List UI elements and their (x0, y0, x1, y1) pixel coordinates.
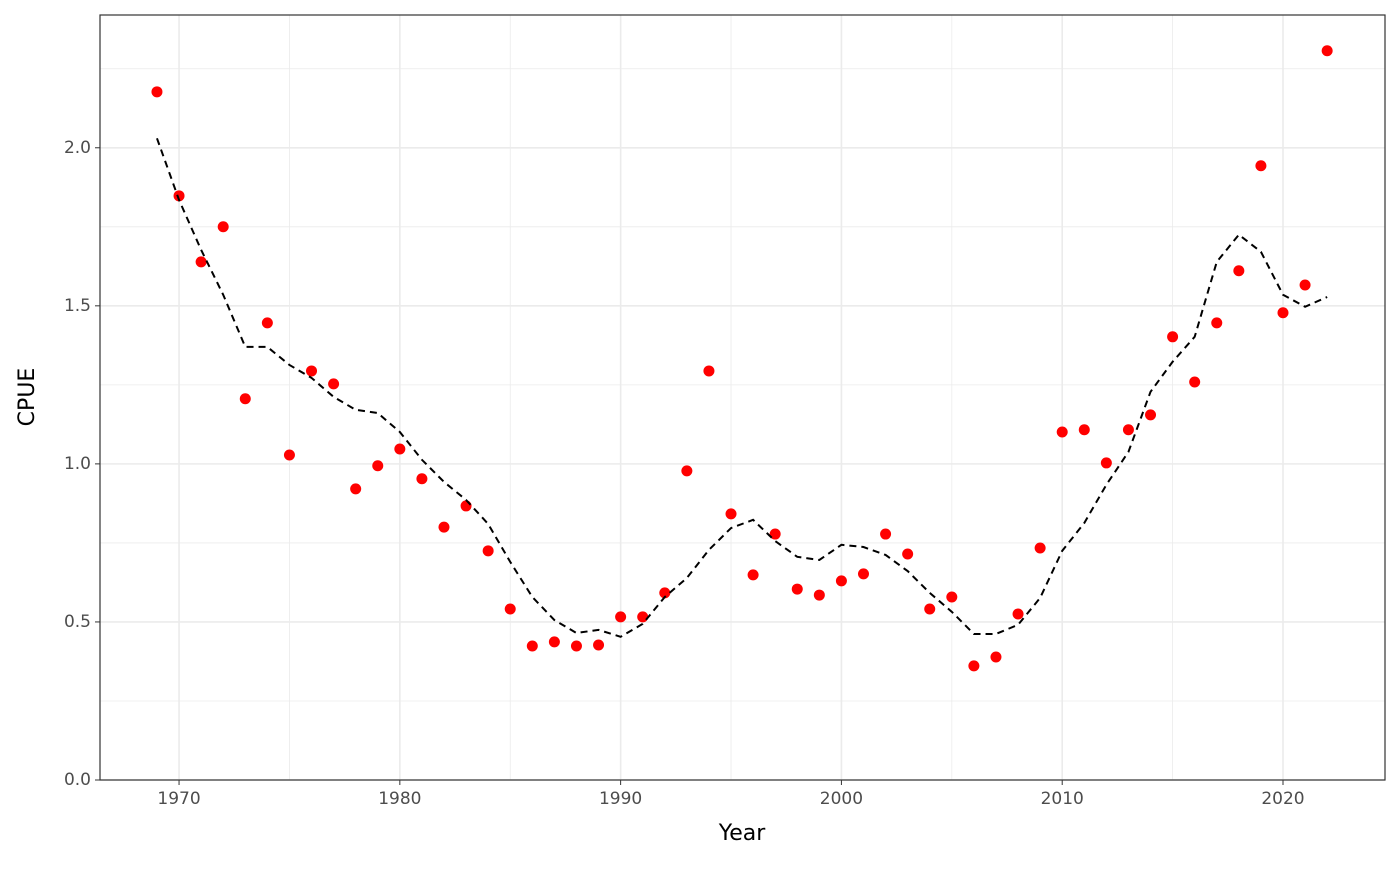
data-point (924, 603, 936, 615)
data-point (1211, 317, 1223, 329)
data-point (681, 465, 693, 477)
data-point (438, 521, 450, 533)
data-point (328, 378, 340, 390)
data-point (394, 443, 406, 455)
data-point (1145, 409, 1157, 421)
x-tick-label: 2000 (820, 789, 863, 809)
data-point (570, 640, 582, 652)
y-tick-label: 2.0 (64, 138, 91, 158)
data-point (261, 317, 273, 329)
data-point (857, 568, 869, 580)
data-point (990, 651, 1002, 663)
data-point (151, 86, 163, 98)
data-point (813, 589, 825, 601)
x-tick-label: 1980 (378, 789, 421, 809)
data-point (615, 611, 627, 623)
data-point (1189, 376, 1201, 388)
data-point (195, 256, 207, 268)
y-tick-label: 0.0 (64, 770, 91, 790)
data-point (791, 583, 803, 595)
x-tick-label: 1990 (599, 789, 642, 809)
y-tick-label: 1.5 (64, 296, 91, 316)
data-point (880, 528, 892, 540)
data-point (306, 365, 318, 377)
data-point (416, 473, 428, 485)
data-point (946, 591, 958, 603)
data-point (548, 636, 560, 648)
data-point (372, 460, 384, 472)
data-point (1122, 424, 1134, 436)
data-point (902, 548, 914, 560)
data-point (968, 660, 980, 672)
data-point (350, 483, 362, 495)
data-point (239, 393, 251, 405)
data-point (217, 221, 229, 233)
data-point (659, 587, 671, 599)
y-axis-title: CPUE (15, 368, 40, 427)
x-tick-label: 2010 (1041, 789, 1084, 809)
data-point (173, 190, 185, 202)
data-point (283, 449, 295, 461)
data-point (482, 545, 494, 557)
x-tick-label: 1970 (157, 789, 200, 809)
data-point (1233, 265, 1245, 277)
data-point (504, 603, 516, 615)
data-point (1299, 279, 1311, 291)
data-point (835, 575, 847, 587)
trend-line (156, 137, 1328, 638)
data-point (703, 365, 715, 377)
data-point (637, 611, 649, 623)
y-tick-label: 1.0 (64, 454, 91, 474)
y-tick-label: 0.5 (64, 612, 91, 632)
data-point (747, 569, 759, 581)
data-point (1056, 426, 1068, 438)
x-tick-label: 2020 (1261, 789, 1304, 809)
data-point (769, 528, 781, 540)
data-point (1167, 331, 1179, 343)
data-point (1078, 424, 1090, 436)
data-point (1255, 160, 1267, 172)
panel-border (99, 14, 1386, 781)
data-point (1012, 608, 1024, 620)
data-point (1100, 457, 1112, 469)
data-point (460, 500, 472, 512)
data-point (725, 508, 737, 520)
data-point (1277, 307, 1289, 319)
data-point (526, 640, 538, 652)
data-point (593, 639, 605, 651)
x-axis-title: Year (718, 821, 767, 846)
data-point (1034, 542, 1046, 554)
data-point (1321, 45, 1333, 57)
